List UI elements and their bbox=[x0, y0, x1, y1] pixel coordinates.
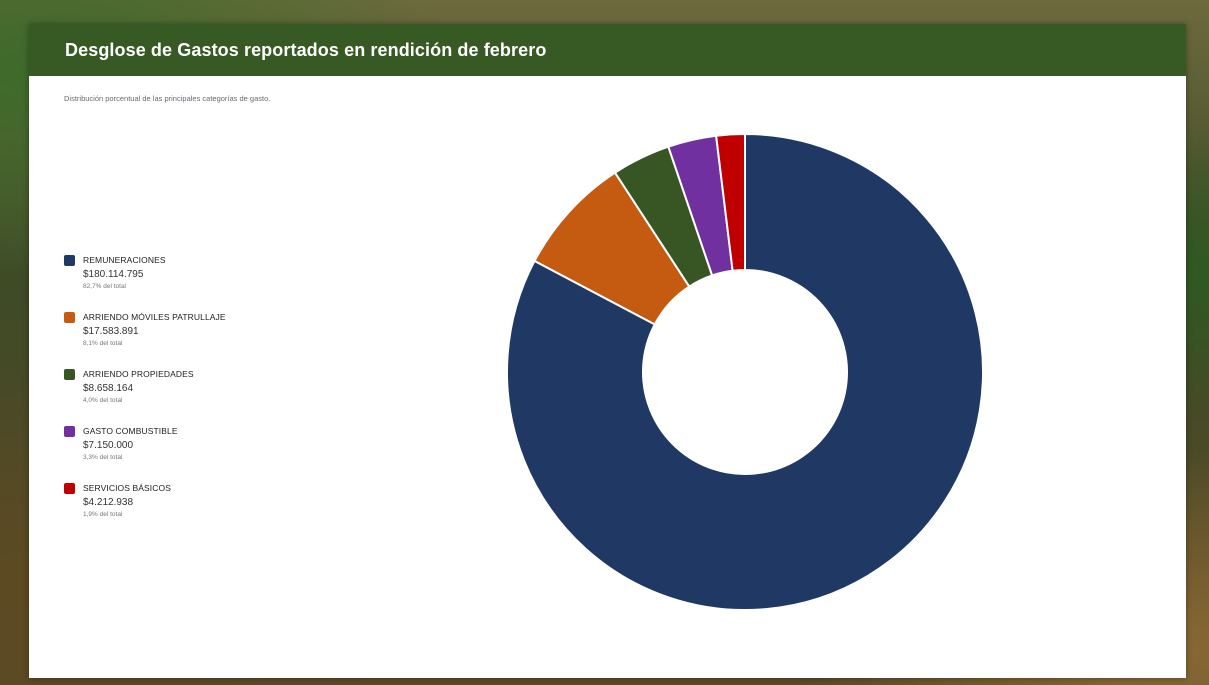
legend-item-arriendo-moviles[interactable]: ARRIENDO MÓVILES PATRULLAJE $17.583.891 … bbox=[64, 311, 364, 368]
legend-percentage: 3,3% del total bbox=[83, 454, 123, 461]
legend-label: ARRIENDO PROPIEDADES bbox=[83, 369, 194, 379]
legend-item-gasto-combustible[interactable]: GASTO COMBUSTIBLE $7.150.000 3,3% del to… bbox=[64, 425, 364, 482]
donut-slice-remuneraciones[interactable] bbox=[506, 132, 984, 611]
chart-subtitle: Distribución porcentual de las principal… bbox=[64, 94, 271, 103]
legend-item-arriendo-propiedades[interactable]: ARRIENDO PROPIEDADES $8.658.164 4,0% del… bbox=[64, 368, 364, 425]
legend-percentage: 8,1% del total bbox=[83, 340, 123, 347]
legend-amount: $17.583.891 bbox=[83, 326, 139, 337]
legend-swatch bbox=[64, 426, 75, 437]
legend-item-remuneraciones[interactable]: REMUNERACIONES $180.114.795 82,7% del to… bbox=[64, 254, 364, 311]
legend-percentage: 82,7% del total bbox=[83, 283, 127, 290]
donut-slice-servicios-basicos[interactable] bbox=[715, 132, 746, 272]
legend-swatch bbox=[64, 369, 75, 380]
legend-label: REMUNERACIONES bbox=[83, 255, 166, 265]
card-header: Desglose de Gastos reportados en rendici… bbox=[29, 24, 1186, 76]
donut-chart bbox=[506, 132, 984, 611]
legend-label: SERVICIOS BÁSICOS bbox=[83, 483, 171, 493]
legend-amount: $7.150.000 bbox=[83, 440, 134, 451]
page-title: Desglose de Gastos reportados en rendici… bbox=[65, 39, 547, 60]
chart-card: Desglose de Gastos reportados en rendici… bbox=[29, 24, 1186, 678]
legend-swatch bbox=[64, 312, 75, 323]
legend-amount: $4.212.938 bbox=[83, 497, 134, 508]
legend-amount: $8.658.164 bbox=[83, 383, 134, 394]
legend-percentage: 4,0% del total bbox=[83, 397, 123, 404]
legend-item-servicios-basicos[interactable]: SERVICIOS BÁSICOS $4.212.938 1,9% del to… bbox=[64, 482, 364, 539]
legend-swatch bbox=[64, 483, 75, 494]
legend-label: ARRIENDO MÓVILES PATRULLAJE bbox=[83, 312, 226, 322]
legend-amount: $180.114.795 bbox=[83, 269, 144, 280]
legend-percentage: 1,9% del total bbox=[83, 511, 123, 518]
legend-label: GASTO COMBUSTIBLE bbox=[83, 426, 178, 436]
chart-legend: REMUNERACIONES $180.114.795 82,7% del to… bbox=[64, 254, 364, 539]
legend-swatch bbox=[64, 255, 75, 266]
